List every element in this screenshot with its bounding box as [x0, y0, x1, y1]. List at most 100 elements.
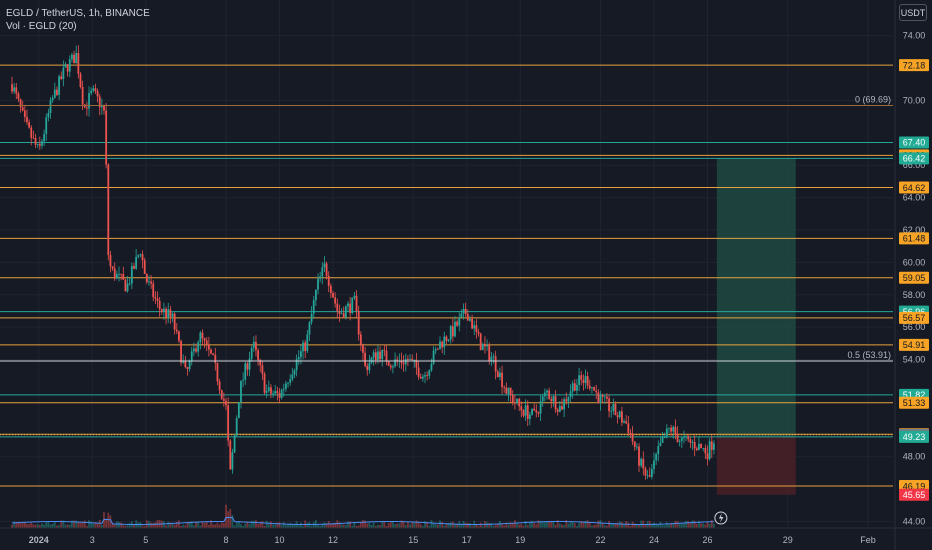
candle-body [295, 359, 298, 371]
volume-bar [274, 524, 277, 528]
volume-bar [608, 520, 610, 528]
candle-body [327, 275, 330, 286]
volume-bar [207, 524, 210, 528]
candle-body [621, 411, 623, 423]
candle-body [336, 303, 339, 312]
price-tick: 62.00 [903, 225, 926, 235]
flash-icon[interactable] [714, 511, 728, 525]
volume-bar [556, 520, 559, 528]
volume-bar [372, 522, 375, 528]
candle-body [259, 360, 262, 366]
candle-body [612, 403, 615, 411]
volume-bar [124, 525, 127, 528]
volume-bar [287, 523, 289, 528]
time-tick: 19 [515, 535, 525, 545]
candle-body [633, 441, 636, 448]
volume-bar [644, 524, 647, 528]
candle-body [578, 375, 580, 385]
long-position-tool[interactable] [716, 158, 796, 495]
candle-body [115, 274, 118, 279]
time-tick: 15 [408, 535, 418, 545]
volume-bar [235, 522, 238, 528]
volume-bar [56, 525, 58, 528]
candle-body [231, 452, 234, 470]
candle-body [698, 443, 700, 451]
candle-body [184, 361, 187, 367]
candle-body [167, 309, 170, 318]
volume-bar [571, 521, 574, 528]
price-label: 72.18 [903, 60, 926, 70]
volume-bar [702, 523, 705, 528]
price-label-box [899, 136, 929, 149]
time-axis[interactable]: 2024 3 5 8 10 12 15 17 19 22 24 26 29 Feb [0, 527, 932, 545]
candle-body [141, 254, 144, 261]
volume-bar [576, 525, 578, 528]
candle-body [105, 110, 108, 165]
price-label-box [899, 232, 929, 245]
volume-bar [250, 520, 253, 528]
candle-body [312, 300, 315, 314]
volume-bar [490, 522, 493, 528]
candle-body [543, 392, 546, 397]
volume-bar [479, 522, 482, 528]
candle-body [713, 443, 715, 450]
price-label: 46.19 [903, 481, 926, 491]
volume-bar [591, 525, 593, 528]
candle-body [302, 342, 304, 352]
candle-body [464, 308, 467, 314]
candle-body [392, 366, 394, 368]
volume-bar [190, 521, 193, 528]
volume-bar [175, 521, 178, 528]
candle-body [60, 76, 63, 80]
candle-body [642, 458, 645, 469]
volume-bar [205, 521, 208, 528]
candle-body [531, 408, 533, 415]
candle-body [415, 359, 418, 368]
candle-body [88, 93, 90, 109]
volume-bar [700, 523, 702, 528]
fib-label: 0 (69.69) [855, 94, 891, 104]
candle-body [370, 357, 373, 363]
volume-bar [374, 525, 377, 528]
volume-bar [447, 522, 450, 528]
candle-body [608, 398, 610, 412]
candles [11, 45, 715, 480]
candle-body [663, 437, 666, 439]
chart-legend: EGLD / TetherUS, 1h, BINANCE Vol · EGLD … [6, 7, 150, 33]
candle-body [173, 313, 176, 330]
price-axis[interactable]: 44.00 48.00 54.00 56.00 58.00 60.00 62.00 64.00… [894, 0, 926, 550]
candle-body [546, 390, 548, 393]
volume-bar [475, 523, 478, 528]
candle-body [122, 274, 125, 280]
volume-bar [445, 524, 448, 528]
candle-body [702, 447, 705, 449]
price-tick: 60.00 [903, 257, 926, 267]
volume-bar [710, 520, 713, 528]
candle-body [304, 342, 307, 352]
candle-body [267, 387, 270, 391]
candle-body [180, 340, 182, 363]
candle-body [195, 348, 197, 352]
time-tick: 17 [462, 535, 472, 545]
volume-bar [678, 522, 681, 528]
candle-body [353, 295, 356, 298]
candle-body [156, 298, 159, 301]
candle-body [700, 443, 702, 449]
currency-button[interactable]: USDT [899, 4, 927, 21]
volume-bar [522, 525, 525, 528]
horizontal-levels[interactable] [0, 64, 893, 487]
candle-body [434, 349, 437, 351]
candle-body [481, 344, 484, 351]
volume-bar [511, 522, 514, 528]
volume-bar [184, 525, 187, 528]
volume-bar [88, 520, 90, 528]
volume-bar [451, 521, 454, 528]
candle-body [103, 105, 105, 111]
volume-indicator-title[interactable]: Vol · EGLD (20) [6, 21, 77, 32]
candle-body [158, 300, 161, 310]
volume-bar [593, 524, 595, 528]
volume-bar [543, 521, 546, 528]
symbol-title[interactable]: EGLD / TetherUS, 1h, BINANCE [6, 8, 150, 19]
volume-bar [210, 520, 212, 528]
